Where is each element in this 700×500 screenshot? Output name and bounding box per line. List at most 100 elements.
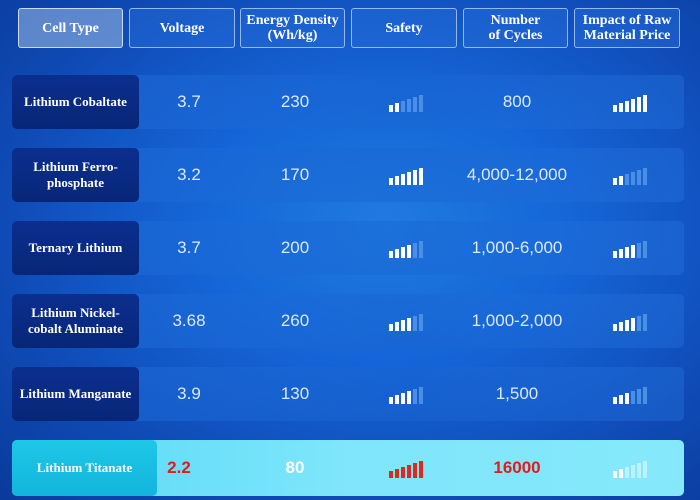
header-cell-type: Cell Type: [18, 8, 123, 48]
voltage-value: 2.2: [167, 458, 191, 477]
signal-bar: [637, 316, 641, 331]
price-impact-rating: [574, 294, 686, 348]
signal-bars-icon: [613, 458, 647, 478]
signal-bar: [407, 465, 411, 478]
signal-bar: [613, 397, 617, 404]
signal-bar: [619, 469, 623, 478]
signal-bar: [631, 318, 635, 331]
signal-bar: [413, 463, 417, 478]
header-label: Voltage: [159, 20, 205, 36]
signal-bars-icon: [613, 165, 647, 185]
signal-bar: [631, 172, 635, 185]
signal-bar: [407, 245, 411, 258]
cycles-value: 16000: [493, 458, 541, 477]
signal-bar: [413, 389, 417, 404]
price-impact-rating: [574, 367, 686, 421]
voltage-value: 3.9: [177, 384, 201, 403]
signal-bar: [643, 314, 647, 331]
header-label: Impact of Raw Material Price: [582, 13, 672, 43]
signal-bars-icon: [389, 165, 423, 185]
cell-type-text: Lithium Titanate: [36, 460, 133, 475]
signal-bar: [631, 391, 635, 404]
signal-bar: [643, 241, 647, 258]
energy-density-value: 200: [280, 238, 310, 257]
header-label: Energy Density (Wh/kg): [246, 13, 339, 43]
signal-bar: [619, 176, 623, 185]
header-safety: Safety: [351, 8, 457, 48]
signal-bar: [613, 178, 617, 185]
signal-bar: [413, 243, 417, 258]
energy-density-value: 80: [285, 458, 305, 477]
table-row: Lithium Ferro- phosphate 3.2 170 4,000-1…: [12, 148, 684, 202]
signal-bar: [643, 95, 647, 112]
signal-bar: [407, 391, 411, 404]
signal-bars-icon: [389, 384, 423, 404]
safety-rating: [352, 75, 460, 129]
signal-bar: [619, 395, 623, 404]
table-row: Ternary Lithium 3.7 200 1,000-6,000: [12, 221, 684, 275]
signal-bar: [401, 320, 405, 331]
header-cycles: Number of Cycles: [463, 8, 568, 48]
signal-bar: [389, 105, 393, 112]
signal-bar: [643, 168, 647, 185]
signal-bar: [631, 99, 635, 112]
energy-density-value: 130: [280, 384, 310, 403]
signal-bar: [619, 249, 623, 258]
signal-bar: [407, 318, 411, 331]
signal-bar: [389, 178, 393, 185]
signal-bar: [625, 393, 629, 404]
signal-bars-icon: [613, 92, 647, 112]
signal-bar: [419, 168, 423, 185]
signal-bars-icon: [389, 238, 423, 258]
voltage-value: 3.7: [177, 92, 201, 111]
cell-type-label: Lithium Cobaltate: [12, 75, 139, 129]
signal-bar: [413, 170, 417, 185]
signal-bar: [395, 249, 399, 258]
cycles-value: 1,000-2,000: [471, 311, 563, 330]
cell-type-text: Lithium Nickel- cobalt Aluminate: [28, 305, 123, 336]
signal-bar: [625, 467, 629, 478]
cycles-value: 1,500: [495, 384, 539, 403]
cell-type-label: Lithium Titanate: [12, 440, 157, 496]
price-impact-rating: [574, 75, 686, 129]
table-row: Lithium Manganate 3.9 130 1,500: [12, 367, 684, 421]
signal-bar: [401, 101, 405, 112]
table-row: Lithium Cobaltate 3.7 230 800: [12, 75, 684, 129]
signal-bar: [389, 397, 393, 404]
safety-rating: [352, 440, 460, 496]
signal-bar: [395, 322, 399, 331]
price-impact-rating: [574, 148, 686, 202]
signal-bar: [407, 99, 411, 112]
cell-type-label: Lithium Ferro- phosphate: [12, 148, 139, 202]
signal-bar: [401, 467, 405, 478]
signal-bar: [619, 103, 623, 112]
signal-bars-icon: [613, 311, 647, 331]
voltage-value: 3.7: [177, 238, 201, 257]
voltage-value: 3.68: [172, 311, 206, 330]
energy-density-value: 260: [280, 311, 310, 330]
header-price-impact: Impact of Raw Material Price: [574, 8, 680, 48]
price-impact-rating: [574, 221, 686, 275]
signal-bar: [625, 174, 629, 185]
signal-bar: [613, 324, 617, 331]
energy-density-value: 230: [280, 92, 310, 111]
signal-bars-icon: [613, 238, 647, 258]
signal-bar: [419, 461, 423, 478]
cell-type-text: Lithium Ferro- phosphate: [33, 159, 118, 190]
signal-bar: [395, 469, 399, 478]
signal-bar: [413, 316, 417, 331]
cell-type-label: Lithium Manganate: [12, 367, 139, 421]
table-row: Lithium Nickel- cobalt Aluminate 3.68 26…: [12, 294, 684, 348]
header-label: Cell Type: [42, 20, 99, 36]
signal-bar: [613, 471, 617, 478]
signal-bar: [643, 387, 647, 404]
cycles-value: 1,000-6,000: [471, 238, 563, 257]
signal-bar: [643, 461, 647, 478]
signal-bar: [419, 241, 423, 258]
header-voltage: Voltage: [129, 8, 235, 48]
safety-rating: [352, 221, 460, 275]
signal-bar: [401, 393, 405, 404]
signal-bar: [625, 320, 629, 331]
safety-rating: [352, 294, 460, 348]
cell-type-text: Ternary Lithium: [28, 240, 123, 255]
